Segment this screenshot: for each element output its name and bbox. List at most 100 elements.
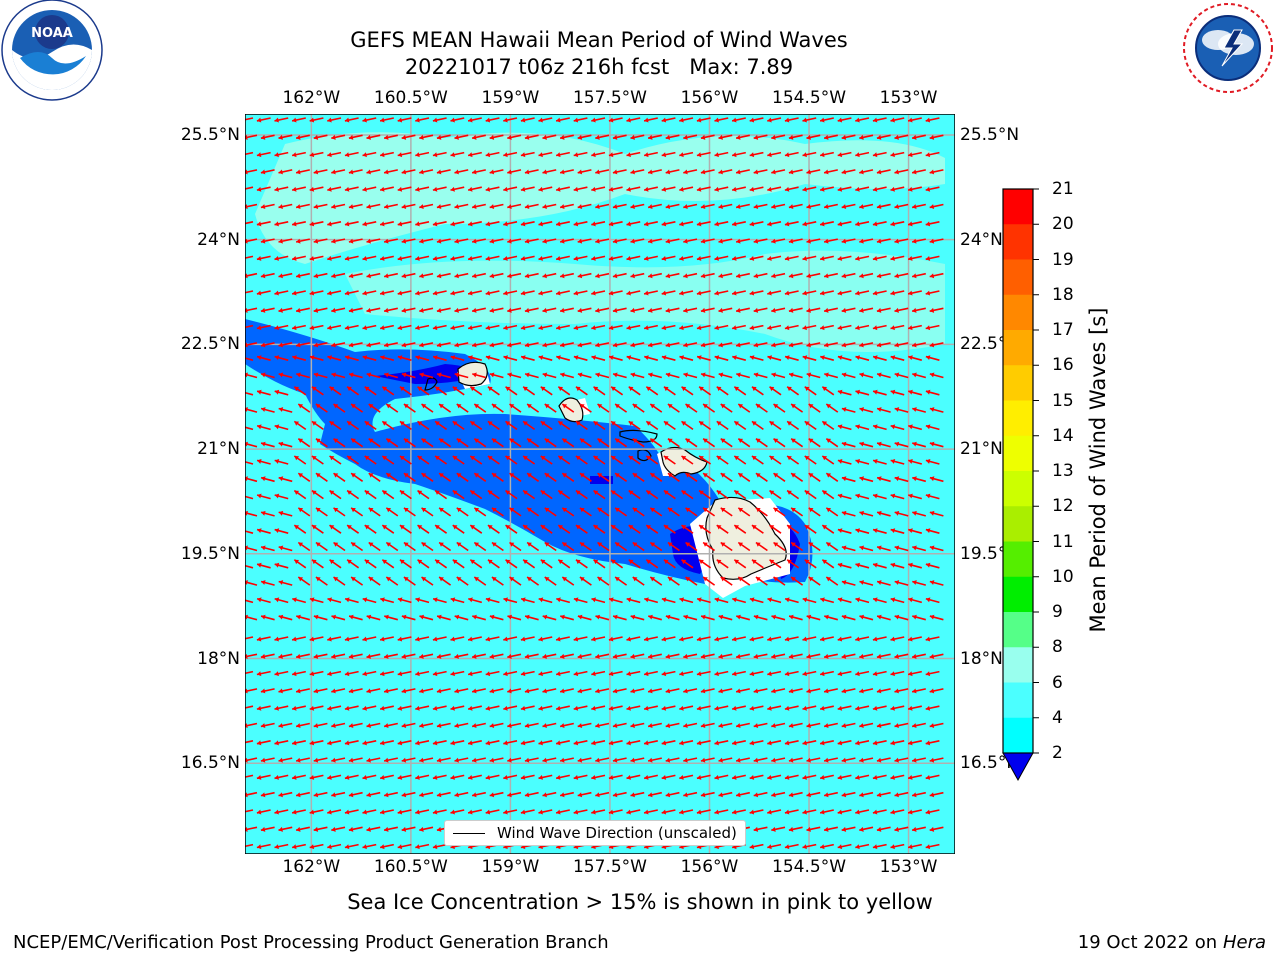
wind-wave-arrow bbox=[467, 151, 482, 158]
wind-wave-arrow bbox=[696, 597, 711, 604]
wind-wave-arrow bbox=[383, 791, 398, 798]
wind-wave-arrow bbox=[415, 221, 430, 227]
wind-wave-arrow bbox=[591, 597, 606, 604]
wind-wave-arrow bbox=[331, 272, 346, 279]
wind-wave-arrow bbox=[274, 117, 289, 123]
wind-wave-arrow bbox=[295, 791, 310, 798]
wind-wave-arrow bbox=[876, 134, 891, 140]
wind-wave-arrow bbox=[841, 580, 856, 586]
wind-wave-arrow bbox=[628, 420, 641, 431]
wind-wave-arrow bbox=[890, 528, 905, 534]
wind-wave-arrow bbox=[679, 705, 694, 711]
wind-wave-arrow bbox=[505, 420, 518, 431]
wind-wave-arrow bbox=[911, 169, 926, 175]
wind-wave-arrow bbox=[855, 636, 870, 642]
wind-wave-arrow bbox=[346, 386, 360, 396]
wind-wave-arrow bbox=[771, 272, 786, 279]
wind-wave-arrow bbox=[557, 559, 571, 569]
wind-wave-arrow bbox=[561, 403, 575, 413]
wind-wave-arrow bbox=[679, 117, 694, 123]
wind-wave-arrow bbox=[385, 507, 399, 517]
wind-wave-arrow bbox=[630, 722, 645, 729]
wind-wave-arrow bbox=[925, 705, 940, 711]
wind-wave-arrow bbox=[379, 221, 394, 227]
wind-wave-arrow bbox=[612, 342, 627, 348]
wind-wave-arrow bbox=[348, 688, 363, 694]
wind-wave-arrow bbox=[274, 809, 289, 815]
wind-wave-arrow bbox=[802, 809, 817, 815]
wind-wave-arrow bbox=[401, 238, 416, 244]
wind-wave-arrow bbox=[925, 809, 940, 815]
wind-wave-arrow bbox=[908, 528, 923, 534]
wind-wave-arrow bbox=[432, 290, 447, 296]
wind-wave-arrow bbox=[767, 186, 782, 192]
wind-wave-arrow bbox=[260, 407, 275, 413]
wind-wave-arrow bbox=[855, 389, 870, 396]
wind-wave-arrow bbox=[467, 774, 482, 780]
colorbar-tick-label: 21 bbox=[1052, 179, 1074, 199]
wind-wave-arrow bbox=[767, 740, 782, 746]
wind-wave-arrow bbox=[753, 342, 768, 348]
wind-wave-arrow bbox=[256, 424, 271, 431]
wind-wave-arrow bbox=[274, 670, 289, 677]
wind-wave-arrow bbox=[507, 238, 522, 244]
wind-wave-arrow bbox=[295, 272, 310, 279]
wind-wave-arrow bbox=[274, 740, 289, 746]
wind-wave-arrow bbox=[806, 688, 821, 694]
map-gridlines bbox=[245, 114, 955, 854]
wind-wave-arrow bbox=[573, 117, 588, 123]
wind-wave-arrow bbox=[452, 524, 465, 534]
wind-wave-arrow bbox=[685, 438, 698, 448]
wind-wave-arrow bbox=[733, 386, 747, 396]
wind-wave-arrow bbox=[538, 670, 553, 677]
wind-wave-arrow bbox=[823, 272, 838, 279]
wind-wave-arrow bbox=[698, 386, 712, 396]
wind-wave-arrow bbox=[806, 238, 821, 244]
wind-wave-arrow bbox=[698, 420, 712, 431]
wind-wave-arrow bbox=[907, 290, 922, 296]
wind-wave-arrow bbox=[278, 272, 293, 279]
wind-wave-arrow bbox=[841, 614, 856, 621]
wind-wave-arrow bbox=[661, 324, 676, 331]
wind-wave-arrow bbox=[579, 576, 592, 586]
wind-wave-arrow bbox=[456, 507, 469, 517]
wind-wave-arrow bbox=[649, 576, 663, 586]
wind-wave-arrow bbox=[802, 290, 817, 296]
wind-wave-arrow bbox=[260, 238, 275, 244]
island-niihau bbox=[424, 377, 438, 391]
wind-wave-arrow bbox=[632, 472, 645, 482]
wind-wave-arrow bbox=[362, 255, 377, 261]
wind-wave-arrow bbox=[421, 403, 434, 413]
wind-wave-arrow bbox=[274, 843, 289, 850]
wind-wave-arrow bbox=[907, 774, 922, 780]
wind-wave-arrow bbox=[542, 203, 557, 210]
wind-wave-arrow bbox=[573, 809, 588, 815]
wind-wave-arrow bbox=[667, 507, 680, 517]
wind-wave-arrow bbox=[344, 355, 359, 361]
wind-wave-arrow bbox=[929, 441, 944, 448]
colorbar-segment bbox=[1003, 330, 1033, 366]
wind-wave-arrow bbox=[683, 653, 698, 659]
wind-wave-arrow bbox=[472, 614, 487, 621]
wind-wave-arrow bbox=[630, 614, 645, 621]
wind-wave-arrow bbox=[313, 238, 328, 244]
wind-wave-arrow bbox=[855, 458, 870, 465]
wind-wave-arrow bbox=[929, 342, 944, 348]
wind-wave-arrow bbox=[859, 169, 874, 175]
wind-wave-arrow bbox=[293, 559, 307, 569]
wind-wave-arrow bbox=[526, 541, 540, 552]
wind-wave-arrow bbox=[841, 757, 856, 763]
wind-wave-arrow bbox=[450, 290, 465, 296]
wind-wave-arrow bbox=[735, 757, 750, 763]
wind-wave-arrow bbox=[362, 117, 377, 123]
wind-wave-arrow bbox=[630, 342, 645, 348]
wind-wave-arrow bbox=[593, 386, 606, 396]
wind-wave-arrow bbox=[256, 809, 271, 815]
wind-wave-arrow bbox=[327, 355, 342, 361]
wind-wave-arrow bbox=[737, 403, 751, 413]
wind-wave-arrow bbox=[542, 272, 557, 279]
wind-wave-arrow bbox=[344, 290, 359, 296]
wind-wave-arrow bbox=[733, 420, 747, 431]
wind-wave-arrow bbox=[573, 705, 588, 711]
wind-wave-arrow bbox=[397, 705, 412, 711]
